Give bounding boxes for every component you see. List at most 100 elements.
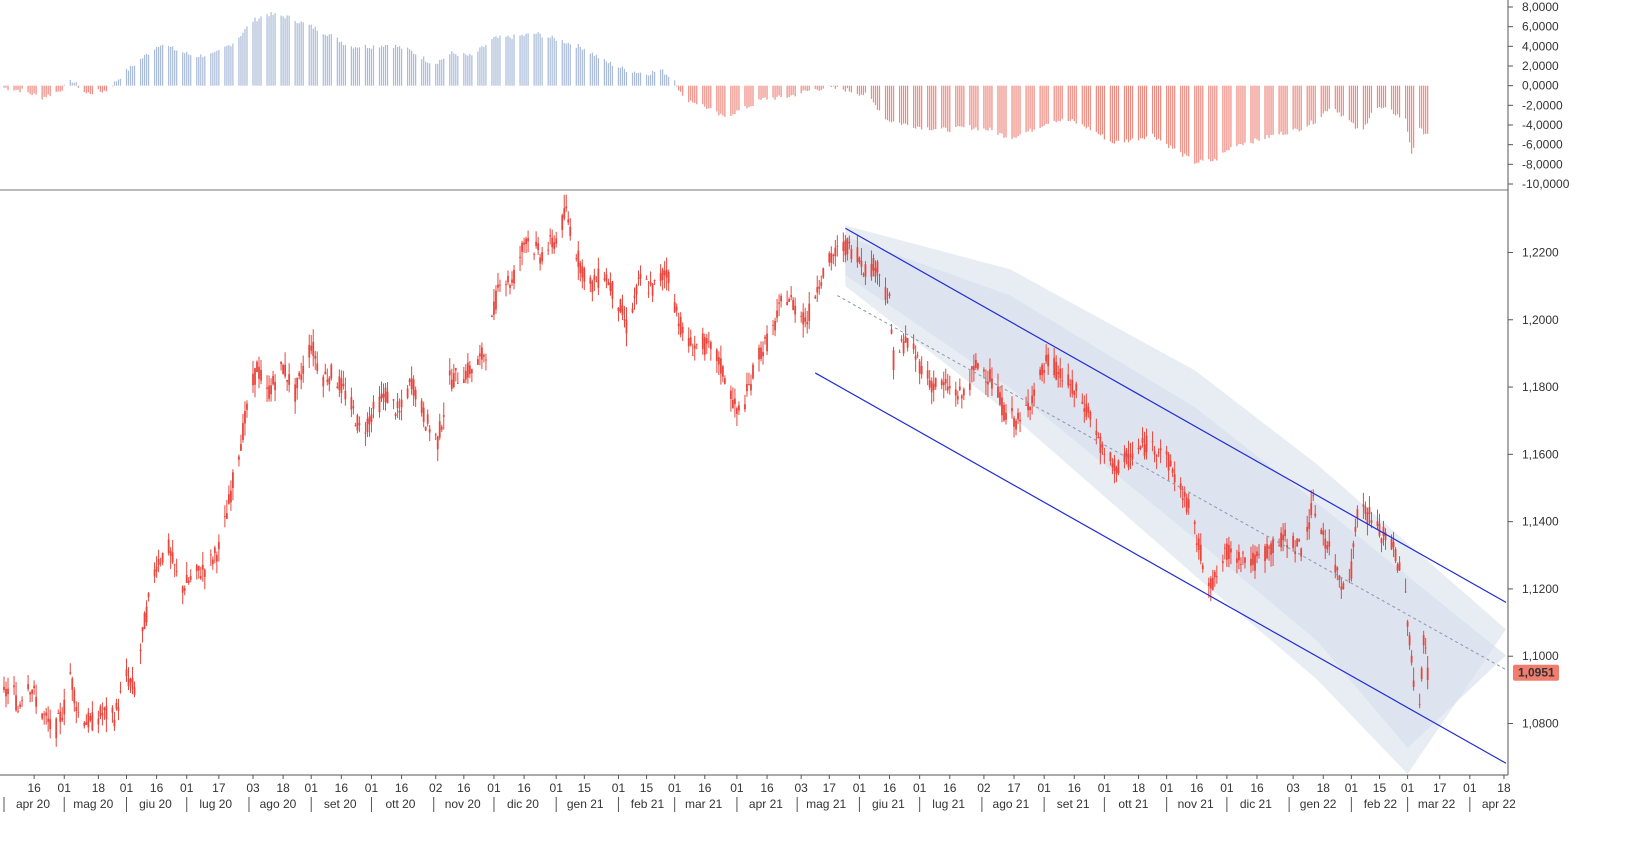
candle-body: [752, 364, 754, 379]
candle-body: [589, 277, 592, 284]
candle-body: [1087, 406, 1090, 413]
candle-body: [661, 269, 664, 281]
candle-body: [968, 383, 971, 390]
candle-body: [1418, 704, 1421, 706]
candle-body: [619, 299, 622, 313]
candle-body: [609, 282, 612, 292]
x-tick-label: 01: [1160, 781, 1174, 795]
candle-body: [227, 494, 230, 504]
candle-body: [286, 379, 289, 382]
candle-body: [621, 305, 624, 316]
candle-body: [211, 559, 214, 565]
candle-body: [1001, 397, 1003, 416]
candle-body: [1085, 403, 1088, 417]
candle-body: [1125, 450, 1128, 459]
x-tick-label: 16: [27, 781, 41, 795]
oscillator-panel: [3, 12, 1429, 164]
candle-body: [972, 365, 975, 371]
candle-body: [157, 558, 160, 566]
candle-body: [762, 351, 764, 357]
candle-body: [1151, 441, 1154, 443]
candle-body: [73, 689, 76, 704]
x-tick-label: 01: [1345, 781, 1359, 795]
candle-body: [746, 383, 748, 392]
candle-body: [579, 262, 582, 274]
candle-body: [904, 336, 907, 343]
candle-body: [1250, 558, 1252, 566]
x-tick-label: 17: [212, 781, 226, 795]
candle-body: [274, 381, 276, 391]
candle-body: [858, 257, 861, 262]
candle-body: [1195, 543, 1198, 546]
candle-body: [392, 399, 395, 401]
candle-body: [440, 426, 443, 430]
candle-body: [830, 253, 833, 263]
candle-body: [583, 268, 586, 282]
candle-body: [874, 267, 877, 277]
candle-body: [918, 361, 921, 374]
price-y-tick-label: 1,2200: [1522, 245, 1559, 259]
oscillator-y-tick-label: -8,0000: [1522, 157, 1563, 171]
candle-body: [844, 240, 847, 256]
x-tick-label: 16: [1250, 781, 1264, 795]
candle-body: [884, 287, 887, 300]
candle-body: [406, 388, 409, 398]
candle-body: [1103, 454, 1106, 455]
oscillator-y-tick-label: -2,0000: [1522, 98, 1563, 112]
x-tick-label: 15: [640, 781, 654, 795]
x-tick-label: 16: [760, 781, 774, 795]
candle-body: [985, 381, 987, 383]
x-tick-label: 01: [668, 781, 682, 795]
candle-body: [246, 403, 248, 410]
candle-body: [340, 378, 343, 394]
candle-body: [521, 242, 523, 252]
candle-body: [1039, 369, 1042, 376]
candle-body: [693, 345, 696, 349]
candle-body: [133, 687, 136, 695]
candle-body: [934, 378, 937, 387]
candle-body: [695, 343, 698, 345]
candle-body: [1033, 389, 1036, 396]
candle-body: [1061, 380, 1064, 382]
candle-body: [57, 713, 60, 714]
candle-body: [675, 306, 678, 311]
candle-body: [1173, 474, 1176, 483]
candle-body: [864, 264, 867, 277]
channel-lower-line: [814, 372, 1507, 764]
candle-body: [175, 570, 178, 572]
month-label: set 21: [1057, 797, 1090, 811]
candle-body: [645, 278, 648, 280]
x-tick-label: 16: [395, 781, 409, 795]
candle-body: [316, 363, 319, 371]
candle-body: [1027, 402, 1029, 411]
candle-body: [89, 715, 92, 721]
candle-body: [1157, 452, 1160, 454]
candle-body: [738, 405, 740, 411]
candle-body: [189, 576, 192, 580]
x-tick-label: 16: [517, 781, 531, 795]
candle-body: [1364, 506, 1367, 514]
candle-body: [77, 712, 80, 714]
x-tick-label: 01: [365, 781, 379, 795]
candle-body: [499, 284, 501, 286]
candle-body: [466, 362, 469, 378]
candle-body: [555, 238, 558, 244]
month-label: dic 21: [1240, 797, 1272, 811]
candle-body: [41, 713, 44, 719]
x-tick-label: 18: [276, 781, 290, 795]
oscillator-y-tick-label: 2,0000: [1522, 59, 1559, 73]
candle-body: [611, 281, 614, 299]
candle-body: [7, 688, 9, 695]
candle-body: [258, 366, 260, 379]
candle-body: [35, 696, 38, 707]
candle-body: [352, 406, 355, 408]
candle-body: [511, 279, 513, 283]
candle-body: [495, 290, 497, 310]
candle-body: [1179, 483, 1182, 490]
candle-body: [213, 547, 216, 554]
channel-upper-line: [845, 227, 1507, 603]
candle-body: [537, 243, 540, 251]
candle-body: [270, 385, 272, 395]
candle-body: [1211, 577, 1214, 590]
candle-body: [101, 713, 104, 716]
